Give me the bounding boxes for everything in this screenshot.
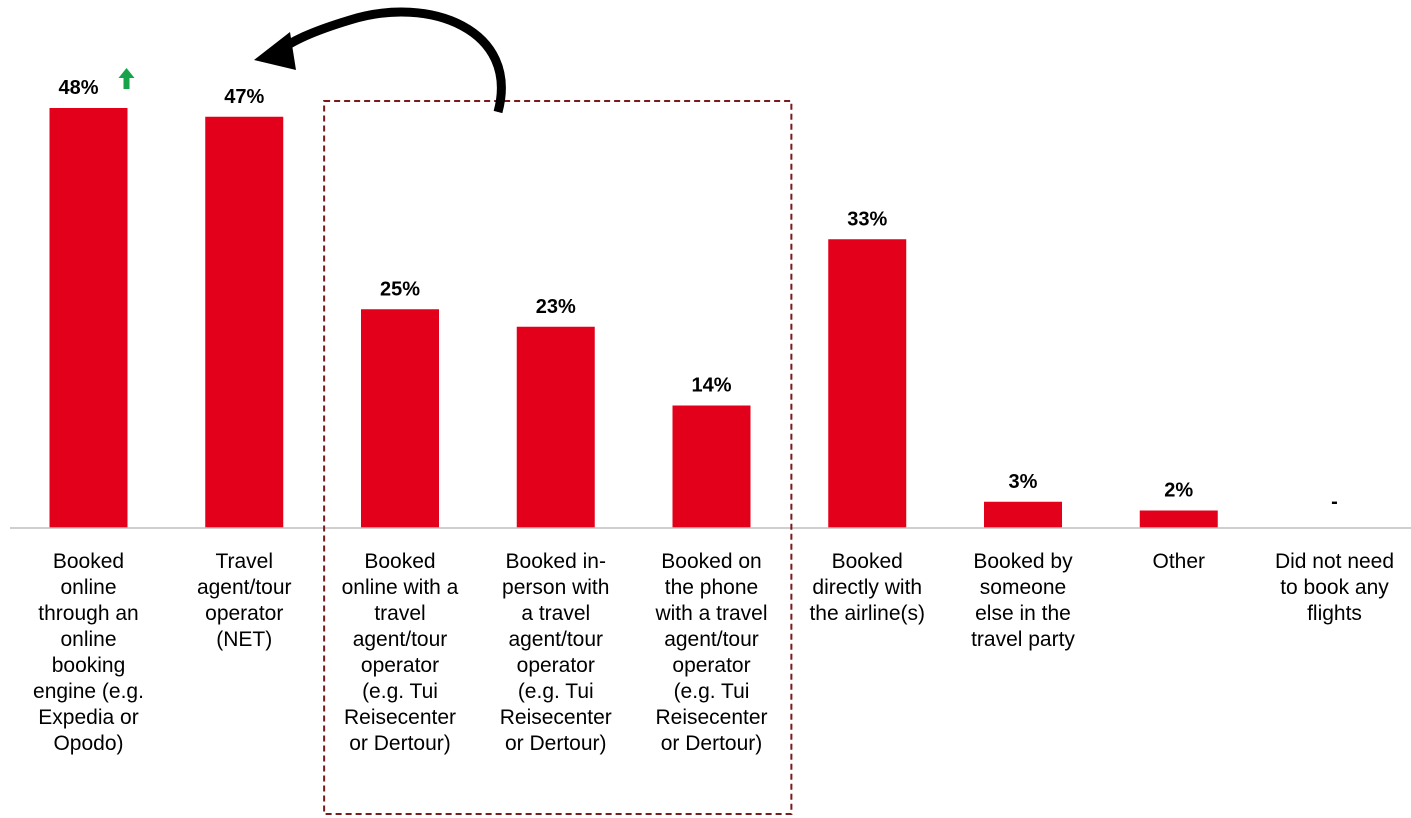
category-label-did-not-need-to-book-any-flights: Did not need to book any flights: [1275, 550, 1394, 625]
category-labels-layer: Booked online through an online booking engin…: [33, 550, 1394, 755]
value-label-booked-on-the-phone-with-a-travel-agent-: 14%: [691, 375, 731, 397]
value-label-did-not-need-to-book-any-flights: -: [1331, 491, 1338, 513]
bars-layer: [49, 108, 1218, 528]
value-label-booked-by-someone-else-in-the-travel-par: 3%: [1009, 471, 1038, 493]
significance-up-arrow-icon: [118, 68, 135, 89]
category-label-booked-in-person-with-a-travel-agent-tou: Booked in-person with a travel agent/tour o…: [500, 550, 612, 755]
bar-booked-online-through-an-online-booking-: [49, 108, 128, 528]
value-label-other: 2%: [1164, 480, 1193, 502]
bar-booked-by-someone-else-in-the-travel-par: [984, 501, 1062, 528]
bar-other: [1139, 510, 1218, 528]
curved-arrow-shaft: [275, 7, 506, 114]
bar-booked-online-with-a-travel-agent-tour-o: [361, 309, 439, 528]
bar-booked-directly-with-the-airline-s: [828, 239, 907, 528]
category-label-booked-by-someone-else-in-the-travel-par: Booked by someone else in the travel party: [971, 550, 1075, 651]
category-label-booked-on-the-phone-with-a-travel-agent-: Booked on the phone with a travel agent/tou…: [654, 550, 767, 755]
value-label-booked-online-with-a-travel-agent-tour-o: 25%: [380, 278, 420, 300]
category-label-booked-online-with-a-travel-agent-tour-o: Booked online with a travel agent/tour opera…: [342, 550, 459, 755]
rollup-curved-arrow-icon: [254, 7, 506, 114]
value-label-booked-directly-with-the-airline-s: 33%: [847, 208, 887, 230]
up-arrow-shape: [118, 68, 135, 89]
curved-arrow-head: [254, 32, 296, 70]
highlight-group-box: [323, 100, 793, 815]
category-label-other: Other: [1152, 550, 1205, 573]
bar-travel-agent-tour-operator-net: [205, 116, 284, 528]
bar-booked-on-the-phone-with-a-travel-agent-: [672, 405, 751, 528]
value-label-booked-online-through-an-online-booking-: 48%: [58, 77, 98, 99]
category-label-booked-directly-with-the-airline-s: Booked directly with the airline(s): [809, 550, 925, 625]
bar-booked-in-person-with-a-travel-agent-tou: [516, 326, 595, 528]
value-labels-layer: 48% 47% 25% 23% 14% 33% 3% 2% -: [58, 77, 1337, 513]
category-label-booked-online-through-an-online-booking-: Booked online through an online booking engin…: [33, 550, 144, 755]
value-label-travel-agent-tour-operator-net: 47%: [224, 86, 264, 108]
value-label-booked-in-person-with-a-travel-agent-tou: 23%: [536, 296, 576, 318]
category-label-travel-agent-tour-operator-net: Travel agent/tour operator (NET): [197, 550, 292, 651]
